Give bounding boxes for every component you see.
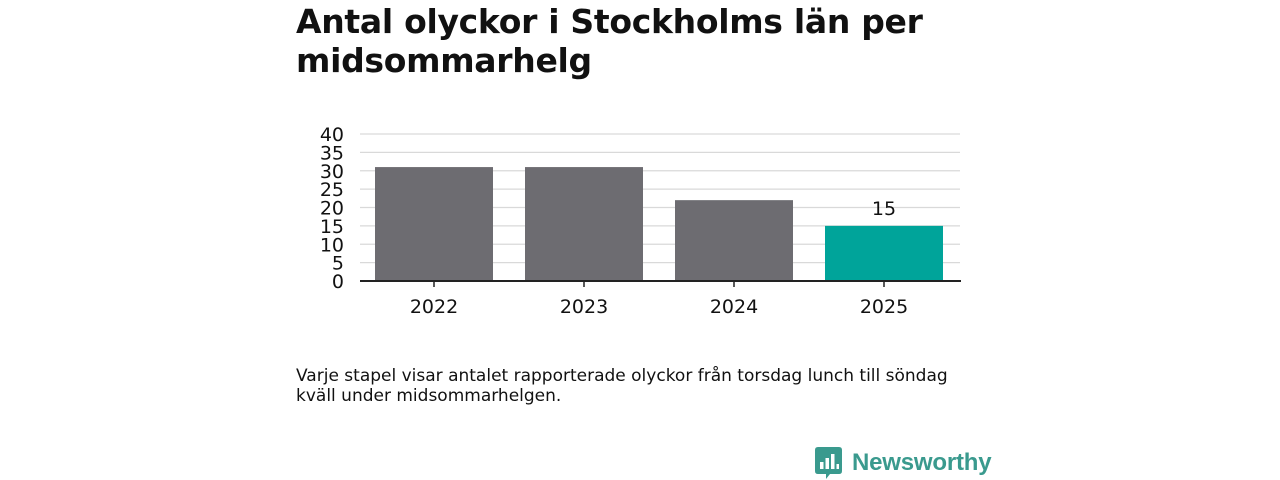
chart-title: Antal olyckor i Stockholms län per midso… xyxy=(296,2,923,80)
y-tick-label: 15 xyxy=(320,216,344,238)
x-tick-label: 2024 xyxy=(710,296,758,318)
x-axis-tick-labels: 2022 2023 2024 2025 xyxy=(410,296,908,318)
x-tick-label: 2023 xyxy=(560,296,608,318)
data-label: 15 xyxy=(872,198,896,220)
y-tick-label: 35 xyxy=(320,142,344,164)
brand-name: Newsworthy xyxy=(852,449,992,476)
bars xyxy=(375,167,943,281)
y-tick-label: 30 xyxy=(320,161,344,183)
bar-2022 xyxy=(375,167,493,281)
chart-caption: Varje stapel visar antalet rapporterade … xyxy=(296,366,948,406)
y-tick-label: 0 xyxy=(332,271,344,293)
x-tick-label: 2022 xyxy=(410,296,458,318)
y-tick-label: 10 xyxy=(320,234,344,256)
bar-2024 xyxy=(675,200,793,281)
x-axis xyxy=(360,280,961,287)
y-tick-label: 5 xyxy=(332,253,344,275)
bar-chart-speech-bubble-icon xyxy=(815,446,842,479)
brand-logo[interactable]: Newsworthy xyxy=(815,446,992,480)
x-tick-label: 2025 xyxy=(860,296,908,318)
y-tick-label: 25 xyxy=(320,179,344,201)
bar-2025 xyxy=(825,225,943,281)
y-tick-label: 40 xyxy=(320,124,344,146)
y-tick-label: 20 xyxy=(320,198,344,220)
bar-2023 xyxy=(525,167,643,281)
data-labels: 15 xyxy=(872,198,896,220)
